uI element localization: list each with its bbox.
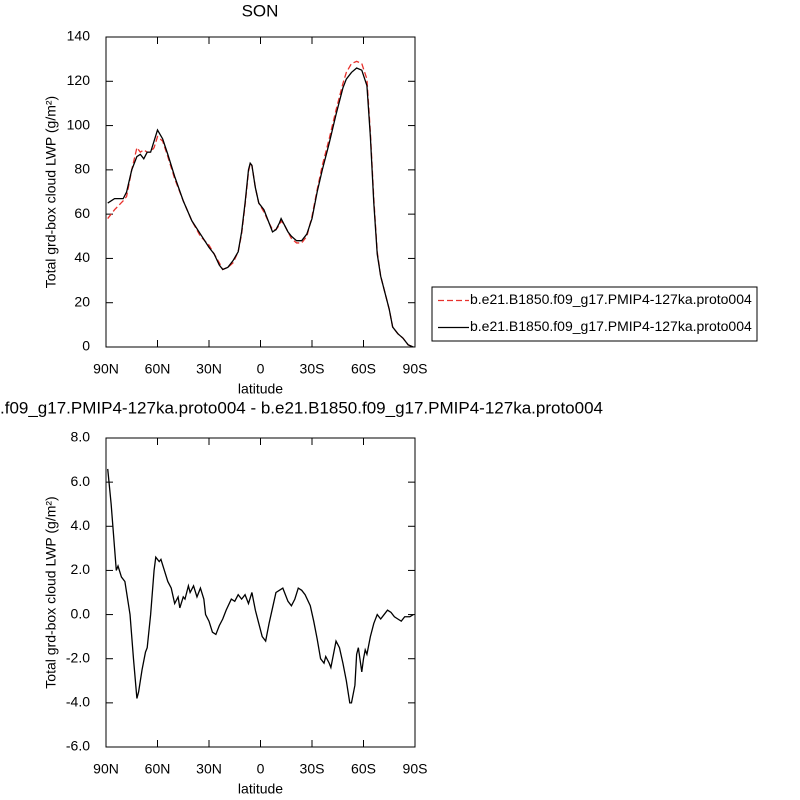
x-tick-label: 0	[257, 761, 265, 777]
y-tick-label: 4.0	[71, 517, 91, 533]
chart-title: .f09_g17.PMIP4-127ka.proto004 - b.e21.B1…	[0, 398, 603, 417]
x-tick-label: 90S	[403, 361, 428, 377]
y-tick-label: 100	[67, 116, 91, 132]
y-axis-label: Total grd-box cloud LWP (g/m²)	[43, 96, 59, 288]
y-tick-label: 40	[74, 249, 90, 265]
y-tick-label: -4.0	[66, 694, 90, 710]
x-tick-label: 90N	[93, 761, 119, 777]
y-tick-label: 120	[67, 72, 91, 88]
x-tick-label: 90N	[93, 361, 119, 377]
y-tick-label: 6.0	[71, 473, 91, 489]
x-tick-label: 30N	[196, 361, 222, 377]
chart-title: SON	[242, 1, 279, 20]
x-axis-label: latitude	[238, 781, 283, 797]
y-tick-label: 20	[74, 293, 90, 309]
legend-label: b.e21.B1850.f09_g17.PMIP4-127ka.proto004	[470, 291, 752, 307]
x-tick-label: 60N	[145, 761, 171, 777]
legend-label: b.e21.B1850.f09_g17.PMIP4-127ka.proto004	[470, 318, 752, 334]
x-tick-label: 30S	[300, 361, 325, 377]
data-line	[107, 67, 414, 348]
data-line	[107, 468, 414, 704]
legend-box	[431, 286, 758, 342]
data-line	[107, 60, 414, 348]
y-tick-label: 60	[74, 205, 90, 221]
y-tick-label: 140	[67, 28, 91, 44]
x-tick-label: 60N	[145, 361, 171, 377]
x-tick-label: 30S	[300, 761, 325, 777]
y-tick-label: 2.0	[71, 561, 91, 577]
x-axis-label: latitude	[238, 381, 283, 397]
y-tick-label: 8.0	[71, 429, 91, 445]
chart-panel: .f09_g17.PMIP4-127ka.proto004 - b.e21.B1…	[0, 398, 603, 796]
x-tick-label: 30N	[196, 761, 222, 777]
x-tick-label: 60S	[351, 761, 376, 777]
x-tick-label: 90S	[403, 761, 428, 777]
y-tick-label: -6.0	[66, 738, 90, 754]
chart-panel: SON latitude Total grd-box cloud LWP (g/m²…	[43, 1, 758, 397]
y-tick-label: 80	[74, 161, 90, 177]
x-tick-label: 0	[257, 361, 265, 377]
y-tick-label: 0	[82, 338, 90, 354]
y-tick-label: 0.0	[71, 605, 91, 621]
y-tick-label: -2.0	[66, 649, 90, 665]
plot-frame	[105, 36, 416, 348]
x-tick-label: 60S	[351, 361, 376, 377]
plot-frame	[105, 437, 416, 748]
y-axis-label: Total grd-box cloud LWP (g/m²)	[43, 496, 59, 688]
